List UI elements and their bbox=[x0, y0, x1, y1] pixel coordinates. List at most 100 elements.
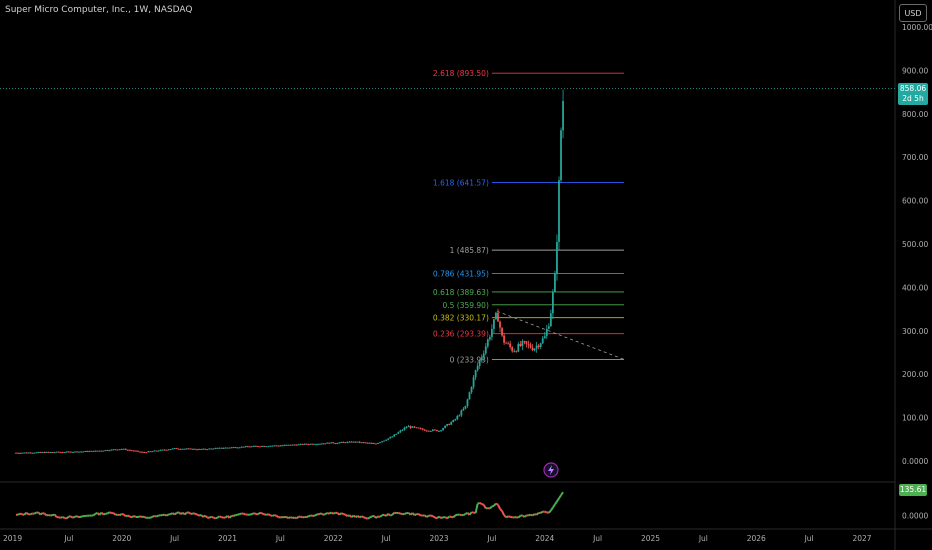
candle-body bbox=[181, 448, 184, 450]
candle-body bbox=[419, 428, 422, 430]
candle-body bbox=[405, 427, 408, 429]
candle-body bbox=[470, 387, 473, 393]
last-price-value: 858.06 bbox=[899, 84, 927, 93]
indicator-segment bbox=[344, 513, 349, 517]
indicator-segment bbox=[481, 503, 485, 506]
candle-body bbox=[541, 338, 544, 344]
indicator-segment bbox=[556, 497, 560, 502]
indicator-segment bbox=[444, 516, 448, 520]
candle-body bbox=[53, 452, 56, 454]
candle-body bbox=[96, 450, 99, 452]
candle-body bbox=[454, 419, 457, 421]
indicator-segment bbox=[497, 504, 501, 510]
candle-body bbox=[326, 442, 329, 444]
lightning-icon[interactable] bbox=[543, 462, 559, 478]
candle-body bbox=[214, 448, 217, 450]
indicator-segment bbox=[166, 513, 169, 517]
indicator-segment bbox=[204, 514, 208, 519]
candle-body bbox=[535, 345, 538, 349]
indicator-y-tick: 0.0000 bbox=[902, 511, 928, 520]
candle-body bbox=[556, 241, 558, 274]
candle-body bbox=[318, 443, 320, 445]
candle-body bbox=[338, 442, 341, 444]
candle-body bbox=[31, 452, 34, 454]
indicator-segment bbox=[350, 514, 355, 518]
indicator-segment bbox=[137, 515, 141, 518]
candle-body bbox=[110, 449, 113, 451]
indicator-segment bbox=[208, 515, 212, 519]
candle-body bbox=[399, 430, 402, 433]
chart-title: Super Micro Computer, Inc., 1W, NASDAQ bbox=[5, 5, 193, 15]
candle-body bbox=[478, 360, 481, 366]
candle-body bbox=[450, 422, 453, 425]
indicator-segment bbox=[182, 511, 186, 516]
candle-body bbox=[507, 343, 510, 345]
indicator-segment bbox=[70, 515, 74, 519]
candle-body bbox=[102, 450, 105, 452]
indicator-segment bbox=[106, 511, 111, 515]
candle-body bbox=[356, 441, 359, 443]
candle-body bbox=[377, 442, 379, 444]
candle-body bbox=[192, 448, 194, 450]
indicator-segment bbox=[196, 513, 200, 517]
fib-level-label: 0.786 (431.95) bbox=[433, 270, 489, 279]
candle-body bbox=[547, 326, 550, 329]
indicator-segment bbox=[452, 514, 456, 519]
candle-body bbox=[122, 448, 125, 450]
candle-body bbox=[265, 446, 268, 448]
candle-body bbox=[324, 443, 327, 445]
candle-body bbox=[344, 442, 347, 444]
candle-body bbox=[275, 445, 278, 447]
indicator-segment bbox=[190, 512, 194, 515]
indicator-segment bbox=[271, 514, 275, 517]
candle-body bbox=[194, 448, 196, 450]
indicator-segment bbox=[324, 512, 328, 516]
candle-body bbox=[366, 442, 369, 444]
indicator-segment bbox=[52, 513, 55, 517]
candle-body bbox=[283, 444, 286, 446]
indicator-segment bbox=[251, 512, 255, 516]
candle-body bbox=[273, 445, 276, 447]
candle-body bbox=[267, 446, 270, 448]
candle-body bbox=[340, 441, 343, 443]
currency-button[interactable]: USD bbox=[899, 4, 927, 22]
candle-body bbox=[360, 442, 363, 444]
candle-body bbox=[189, 448, 192, 450]
candle-body bbox=[438, 430, 440, 432]
indicator-segment bbox=[371, 514, 375, 518]
candle-body bbox=[23, 452, 26, 454]
candle-body bbox=[549, 313, 552, 327]
candle-body bbox=[118, 449, 121, 451]
candle-body bbox=[21, 452, 24, 454]
indicator-segment bbox=[19, 512, 23, 516]
candle-body bbox=[297, 444, 300, 446]
time-axis: 2019 Jul 2020 Jul 2021 Jul 2022 Jul 2023 Jul 2024 J… bbox=[3, 534, 872, 543]
indicator-segment bbox=[261, 512, 265, 516]
candle-body bbox=[88, 451, 91, 453]
candle-body bbox=[187, 448, 190, 450]
candle-body bbox=[63, 452, 66, 454]
y-tick-label: 300.00 bbox=[902, 327, 928, 336]
candle-body bbox=[210, 448, 213, 450]
candle-body bbox=[539, 343, 542, 348]
fib-level-label: 0.5 (359.90) bbox=[442, 301, 488, 310]
indicator-segment bbox=[548, 509, 552, 514]
y-tick-label: 600.00 bbox=[902, 197, 928, 206]
candle-body bbox=[554, 273, 556, 293]
candle-body bbox=[350, 441, 353, 443]
candle-body bbox=[330, 442, 333, 444]
indicator-segment bbox=[125, 514, 129, 518]
candle-body bbox=[200, 448, 202, 450]
indicator-segment bbox=[394, 511, 397, 515]
indicator-segment bbox=[418, 513, 422, 517]
candle-body bbox=[157, 450, 160, 452]
indicator-segment bbox=[292, 516, 295, 519]
indicator-segment bbox=[25, 511, 29, 515]
candle-body bbox=[248, 446, 251, 448]
candle-body bbox=[527, 343, 530, 345]
indicator-segment bbox=[534, 513, 537, 516]
indicator-segment bbox=[100, 511, 105, 516]
indicator-segment bbox=[487, 507, 491, 510]
candle-body bbox=[484, 346, 487, 354]
